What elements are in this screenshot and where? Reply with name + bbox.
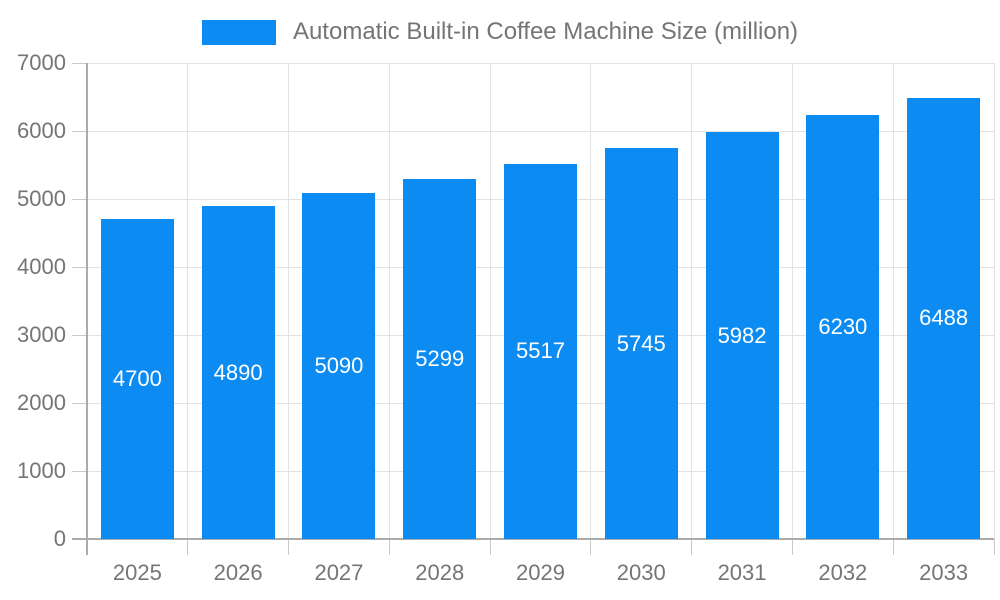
x-axis-label: 2028 bbox=[415, 560, 465, 585]
y-tick bbox=[72, 62, 87, 64]
x-tick bbox=[791, 539, 793, 555]
bar-2028 bbox=[403, 178, 477, 539]
y-tick bbox=[72, 130, 87, 132]
x-tick bbox=[993, 539, 995, 555]
x-gridline bbox=[791, 63, 793, 539]
y-axis-label: 4000 bbox=[17, 254, 66, 279]
bar-value-label: 6230 bbox=[818, 314, 868, 340]
y-tick bbox=[72, 198, 87, 200]
x-gridline bbox=[892, 63, 894, 539]
x-tick bbox=[288, 539, 290, 555]
x-axis-label: 2033 bbox=[919, 560, 969, 585]
y-tick bbox=[72, 266, 87, 268]
x-tick bbox=[691, 539, 693, 555]
bar-value-label: 5090 bbox=[314, 352, 364, 378]
x-axis-label: 2032 bbox=[818, 560, 868, 585]
y-gridline bbox=[87, 130, 994, 132]
x-gridline bbox=[388, 63, 390, 539]
x-tick bbox=[187, 539, 189, 555]
x-tick bbox=[388, 539, 390, 555]
bar-2025 bbox=[100, 219, 174, 539]
legend-swatch bbox=[201, 19, 276, 45]
bar-value-label: 5745 bbox=[616, 330, 666, 356]
bar-value-label: 6488 bbox=[919, 305, 969, 331]
x-axis-label: 2025 bbox=[112, 560, 162, 585]
y-axis-line bbox=[86, 63, 88, 555]
y-tick bbox=[72, 470, 87, 472]
x-gridline bbox=[489, 63, 491, 539]
bar-value-label: 5517 bbox=[516, 338, 565, 364]
x-axis-label: 2026 bbox=[213, 560, 263, 585]
bar-2029 bbox=[504, 163, 577, 539]
x-axis-label: 2031 bbox=[717, 560, 767, 585]
x-axis-label: 2029 bbox=[516, 560, 565, 585]
y-axis-label: 7000 bbox=[17, 50, 66, 75]
y-axis-label: 2000 bbox=[17, 390, 66, 415]
bar-2027 bbox=[302, 192, 376, 539]
bar-2030 bbox=[604, 148, 678, 539]
x-axis-label: 2030 bbox=[616, 560, 666, 585]
y-axis-label: 0 bbox=[53, 526, 66, 551]
bar-value-label: 5299 bbox=[415, 345, 465, 371]
y-tick bbox=[72, 402, 87, 404]
bar-2033 bbox=[907, 97, 981, 539]
bar-value-label: 4890 bbox=[213, 359, 263, 385]
x-gridline bbox=[590, 63, 592, 539]
y-axis-label: 6000 bbox=[17, 118, 66, 143]
x-gridline bbox=[691, 63, 693, 539]
x-gridline bbox=[288, 63, 290, 539]
y-axis-label: 5000 bbox=[17, 186, 66, 211]
x-tick bbox=[892, 539, 894, 555]
bar-2026 bbox=[201, 206, 275, 539]
legend-label: Automatic Built-in Coffee Machine Size (… bbox=[292, 18, 799, 45]
y-axis-label: 3000 bbox=[17, 322, 66, 347]
y-tick bbox=[72, 334, 87, 336]
legend-item[interactable]: Automatic Built-in Coffee Machine Size (… bbox=[0, 17, 1000, 47]
y-axis-label: 1000 bbox=[17, 458, 66, 483]
bar-value-label: 4700 bbox=[112, 366, 162, 392]
x-axis-line bbox=[72, 538, 994, 540]
x-gridline bbox=[993, 63, 995, 539]
bar-2031 bbox=[705, 132, 779, 539]
bar-2032 bbox=[806, 115, 880, 539]
x-tick bbox=[489, 539, 491, 555]
bar-value-label: 5982 bbox=[717, 322, 767, 348]
y-gridline bbox=[87, 62, 994, 64]
x-tick bbox=[590, 539, 592, 555]
x-gridline bbox=[187, 63, 189, 539]
x-axis-label: 2027 bbox=[314, 560, 364, 585]
